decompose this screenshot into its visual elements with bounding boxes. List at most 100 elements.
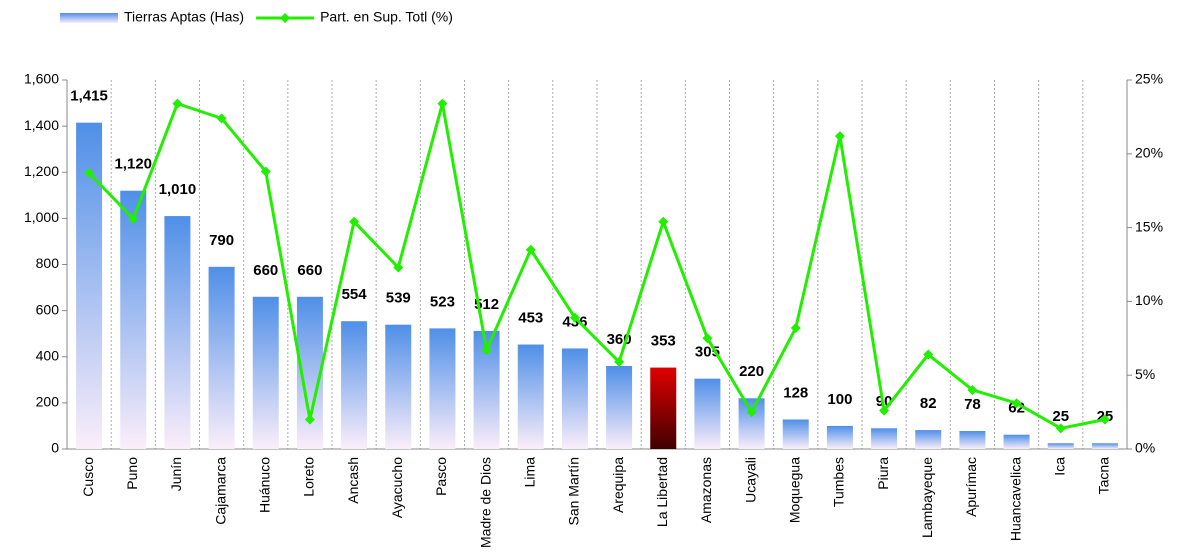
y-tick-label: 800 — [36, 255, 60, 271]
legend-swatch — [60, 13, 118, 23]
x-tick-label: Tumbes — [831, 457, 847, 507]
marker — [172, 98, 183, 109]
y2-tick-label: 5% — [1135, 366, 1155, 382]
marker — [481, 345, 492, 356]
x-tick-label: Pasco — [433, 457, 449, 496]
marker — [967, 384, 978, 395]
y2-tick-label: 10% — [1135, 292, 1163, 308]
x-tick-label: Tacna — [1096, 457, 1112, 495]
y-tick-label: 1,600 — [24, 71, 59, 87]
y-tick-label: 1,000 — [24, 209, 59, 225]
marker — [84, 167, 95, 178]
marker — [569, 312, 580, 323]
x-tick-label: Ica — [1051, 457, 1067, 476]
y-tick-label: 600 — [36, 301, 60, 317]
marker — [304, 414, 315, 425]
value-label: 790 — [209, 232, 234, 249]
bar — [606, 365, 633, 449]
marker — [349, 216, 360, 227]
y2-tick-label: 20% — [1135, 145, 1163, 161]
marker — [923, 349, 934, 360]
x-tick-label: Huancavelica — [1007, 457, 1023, 541]
bar — [561, 348, 588, 449]
value-label: 128 — [783, 384, 808, 401]
x-tick-label: Ucayali — [742, 457, 758, 503]
x-tick-label: Moquegua — [786, 457, 802, 523]
x-tick-label: Lima — [521, 457, 537, 488]
bar — [341, 321, 368, 449]
marker — [746, 407, 757, 418]
x-tick-label: Puno — [124, 457, 140, 490]
bar — [694, 378, 721, 449]
x-tick-label: Madre de Dios — [477, 457, 493, 548]
value-label: 25 — [1052, 408, 1069, 425]
marker — [790, 322, 801, 333]
marker — [834, 131, 845, 142]
bar — [252, 296, 279, 449]
y-tick-label: 200 — [36, 394, 60, 410]
x-tick-label: Arequipa — [610, 457, 626, 513]
bar — [782, 419, 809, 449]
value-label: 100 — [827, 391, 852, 408]
marker — [1055, 423, 1066, 434]
bar — [915, 430, 942, 449]
marker — [216, 113, 227, 124]
y-tick-label: 0 — [51, 440, 59, 456]
legend-label: Tierras Aptas (Has) — [124, 9, 244, 25]
legend-label: Part. en Sup. Totl (%) — [320, 9, 453, 25]
x-tick-label: Huánuco — [256, 457, 272, 513]
value-label: 82 — [920, 395, 937, 412]
marker — [1011, 398, 1022, 409]
marker — [879, 405, 890, 416]
marker — [1099, 414, 1110, 425]
y-tick-label: 1,200 — [24, 163, 59, 179]
bar — [1047, 443, 1074, 449]
value-label: 554 — [342, 286, 368, 303]
x-tick-label: Cusco — [80, 457, 96, 497]
marker — [260, 166, 271, 177]
x-tick-label: Cajamarca — [212, 457, 228, 525]
bar — [517, 344, 544, 449]
x-tick-label: La Libertad — [654, 457, 670, 527]
value-label: 660 — [297, 262, 322, 279]
value-label: 78 — [964, 396, 981, 413]
marker — [437, 98, 448, 109]
y-tick-label: 1,400 — [24, 117, 59, 133]
marker — [702, 333, 713, 344]
x-tick-label: Lambayeque — [919, 457, 935, 538]
x-tick-label: San Martín — [566, 457, 582, 525]
x-tick-label: Piura — [875, 457, 891, 490]
x-tick-label: Junín — [168, 457, 184, 491]
value-label: 1,120 — [114, 156, 152, 173]
value-label: 220 — [739, 363, 764, 380]
y2-tick-label: 15% — [1135, 218, 1163, 234]
y2-tick-label: 25% — [1135, 71, 1163, 87]
line — [88, 101, 1106, 430]
y2-tick-label: 0% — [1135, 440, 1155, 456]
marker — [614, 356, 625, 367]
marker — [393, 262, 404, 273]
x-tick-label: Apurímac — [963, 457, 979, 517]
value-label: 539 — [386, 290, 411, 307]
bar — [871, 428, 898, 449]
bar — [959, 431, 986, 449]
marker — [525, 244, 536, 255]
bar — [1003, 434, 1030, 449]
x-tick-label: Ancash — [345, 457, 361, 504]
value-label: 523 — [430, 293, 455, 310]
bar — [164, 216, 191, 449]
value-label: 1,010 — [159, 181, 197, 198]
x-tick-label: Ayacucho — [389, 457, 405, 518]
bar — [208, 266, 235, 449]
value-label: 1,415 — [70, 88, 108, 105]
bar — [650, 367, 677, 449]
value-label: 353 — [651, 333, 676, 350]
y-tick-label: 400 — [36, 347, 60, 363]
bar — [120, 190, 147, 449]
marker — [128, 213, 139, 224]
bar — [385, 324, 412, 449]
x-tick-label: Amazonas — [698, 457, 714, 523]
legend-marker — [280, 13, 291, 23]
value-label: 660 — [253, 262, 278, 279]
